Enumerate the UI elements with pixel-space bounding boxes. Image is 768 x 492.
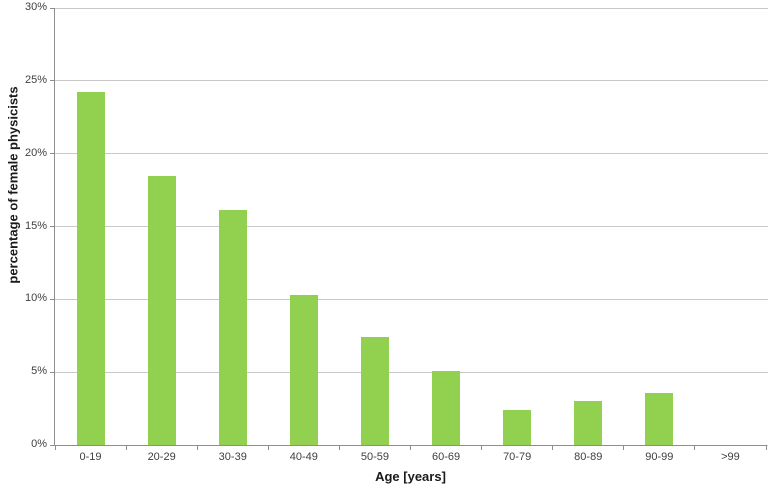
y-tick-label: 0% — [31, 438, 47, 450]
y-tick-label: 20% — [24, 146, 47, 159]
x-axis-line — [54, 445, 767, 446]
y-tick-mark — [50, 444, 55, 446]
y-tick-label: 5% — [31, 365, 47, 378]
gridline — [55, 226, 768, 227]
y-tick-label: 30% — [24, 1, 47, 13]
x-tick-label: 30-39 — [218, 451, 247, 463]
bar — [147, 175, 176, 445]
bar — [76, 92, 105, 445]
x-tick-mark — [694, 445, 696, 450]
bar — [432, 370, 461, 445]
y-tick-label: 10% — [24, 292, 47, 305]
x-tick-label: 20-29 — [147, 451, 176, 463]
y-tick-label: 15% — [24, 219, 47, 232]
bar — [645, 392, 674, 445]
x-tick-mark — [765, 445, 767, 450]
x-tick-mark — [338, 445, 340, 450]
bar — [218, 210, 247, 445]
bar — [289, 294, 318, 445]
y-axis-line — [54, 8, 55, 446]
x-tick-mark — [623, 445, 625, 450]
x-axis-title: Age [years] — [375, 469, 446, 484]
x-tick-label: 70-79 — [503, 451, 532, 463]
bar — [574, 401, 603, 445]
x-tick-mark — [54, 445, 56, 450]
y-tick-mark — [50, 7, 55, 9]
x-tick-label: 0-19 — [79, 451, 102, 463]
y-tick-mark — [50, 226, 55, 227]
x-tick-mark — [410, 445, 411, 450]
gridline — [55, 80, 768, 82]
x-tick-mark — [196, 445, 198, 450]
x-tick-mark — [125, 445, 127, 450]
gridline — [55, 371, 768, 373]
x-tick-mark — [481, 445, 483, 450]
y-axis-title: percentage of female physicists — [5, 86, 21, 284]
x-tick-label: 60-69 — [431, 451, 461, 463]
y-tick-mark — [50, 371, 55, 373]
x-tick-label: 40-49 — [289, 451, 318, 463]
bar — [503, 410, 532, 445]
x-tick-label: >99 — [721, 451, 740, 463]
gridline — [55, 298, 768, 300]
gridline — [55, 7, 768, 9]
y-tick-mark — [50, 80, 55, 82]
y-tick-mark — [50, 298, 55, 300]
bar — [360, 337, 389, 445]
y-tick-label: 25% — [24, 73, 47, 86]
x-tick-label: 50-59 — [360, 451, 389, 463]
x-tick-mark — [267, 445, 269, 450]
x-tick-label: 90-99 — [645, 451, 674, 463]
x-tick-label: 80-89 — [574, 451, 603, 463]
y-tick-mark — [50, 153, 55, 155]
gridline — [55, 153, 768, 155]
x-tick-mark — [552, 445, 554, 450]
